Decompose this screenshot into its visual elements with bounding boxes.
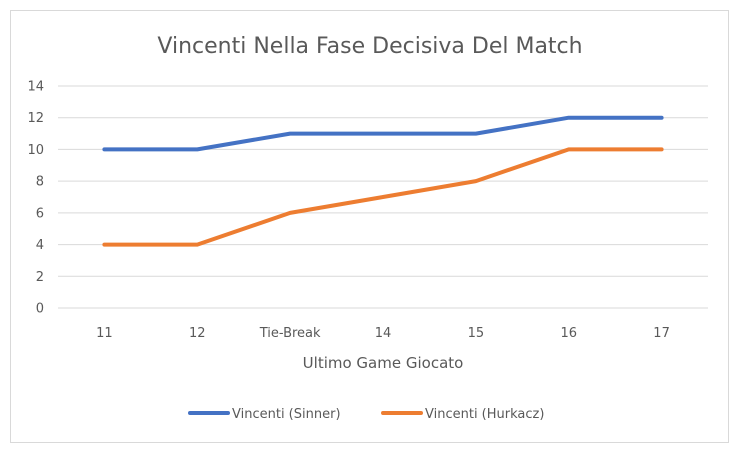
x-axis-ticks: 11 12 Tie-Break 14 15 16 17	[96, 326, 670, 341]
y-tick-label: 2	[36, 270, 44, 285]
chart-title: Vincenti Nella Fase Decisiva Del Match	[157, 34, 582, 59]
legend-label: Vincenti (Sinner)	[232, 407, 341, 422]
x-tick-label: Tie-Break	[259, 326, 321, 341]
series-line-sinner	[102, 115, 664, 152]
legend: Vincenti (Sinner) Vincenti (Hurkacz)	[188, 407, 544, 422]
series-line-hurkacz	[102, 147, 664, 247]
x-tick-label: 15	[468, 326, 485, 341]
series-lines	[102, 115, 664, 247]
y-tick-label: 12	[27, 111, 44, 126]
y-tick-label: 8	[36, 175, 44, 190]
y-tick-label: 14	[27, 80, 44, 95]
x-tick-label: 16	[560, 326, 577, 341]
y-axis-ticks: 0 2 4 6 8 10 12 14	[27, 80, 44, 317]
y-tick-label: 0	[36, 302, 44, 317]
x-axis-title: Ultimo Game Giocato	[303, 354, 464, 372]
y-tick-label: 6	[36, 206, 44, 221]
chart-area	[10, 10, 729, 443]
x-tick-label: 12	[189, 326, 206, 341]
y-tick-label: 4	[36, 238, 44, 253]
x-tick-label: 14	[375, 326, 392, 341]
y-tick-label: 10	[27, 143, 44, 158]
legend-label: Vincenti (Hurkacz)	[425, 407, 544, 422]
x-tick-label: 17	[653, 326, 670, 341]
x-tick-label: 11	[96, 326, 113, 341]
